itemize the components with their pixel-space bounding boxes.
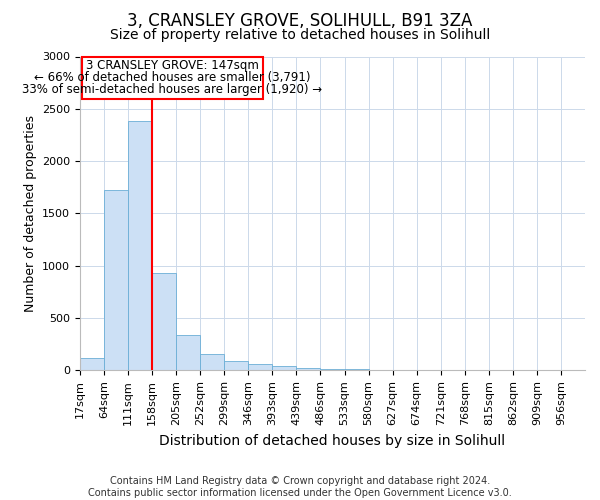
Y-axis label: Number of detached properties: Number of detached properties bbox=[23, 115, 37, 312]
Bar bbox=[152, 273, 176, 370]
Text: 33% of semi-detached houses are larger (1,920) →: 33% of semi-detached houses are larger (… bbox=[22, 84, 322, 96]
Bar bbox=[320, 369, 344, 370]
Text: ← 66% of detached houses are smaller (3,791): ← 66% of detached houses are smaller (3,… bbox=[34, 70, 311, 84]
Text: Contains HM Land Registry data © Crown copyright and database right 2024.
Contai: Contains HM Land Registry data © Crown c… bbox=[88, 476, 512, 498]
Bar bbox=[176, 335, 200, 370]
Bar bbox=[104, 190, 128, 370]
Bar bbox=[80, 358, 104, 370]
Bar bbox=[248, 364, 272, 370]
Bar bbox=[296, 368, 320, 370]
FancyBboxPatch shape bbox=[82, 56, 263, 100]
Text: 3 CRANSLEY GROVE: 147sqm: 3 CRANSLEY GROVE: 147sqm bbox=[86, 58, 259, 71]
Text: Size of property relative to detached houses in Solihull: Size of property relative to detached ho… bbox=[110, 28, 490, 42]
X-axis label: Distribution of detached houses by size in Solihull: Distribution of detached houses by size … bbox=[160, 434, 506, 448]
Bar bbox=[224, 361, 248, 370]
Text: 3, CRANSLEY GROVE, SOLIHULL, B91 3ZA: 3, CRANSLEY GROVE, SOLIHULL, B91 3ZA bbox=[127, 12, 473, 30]
Bar bbox=[200, 354, 224, 370]
Bar bbox=[272, 366, 296, 370]
Bar bbox=[128, 122, 152, 370]
